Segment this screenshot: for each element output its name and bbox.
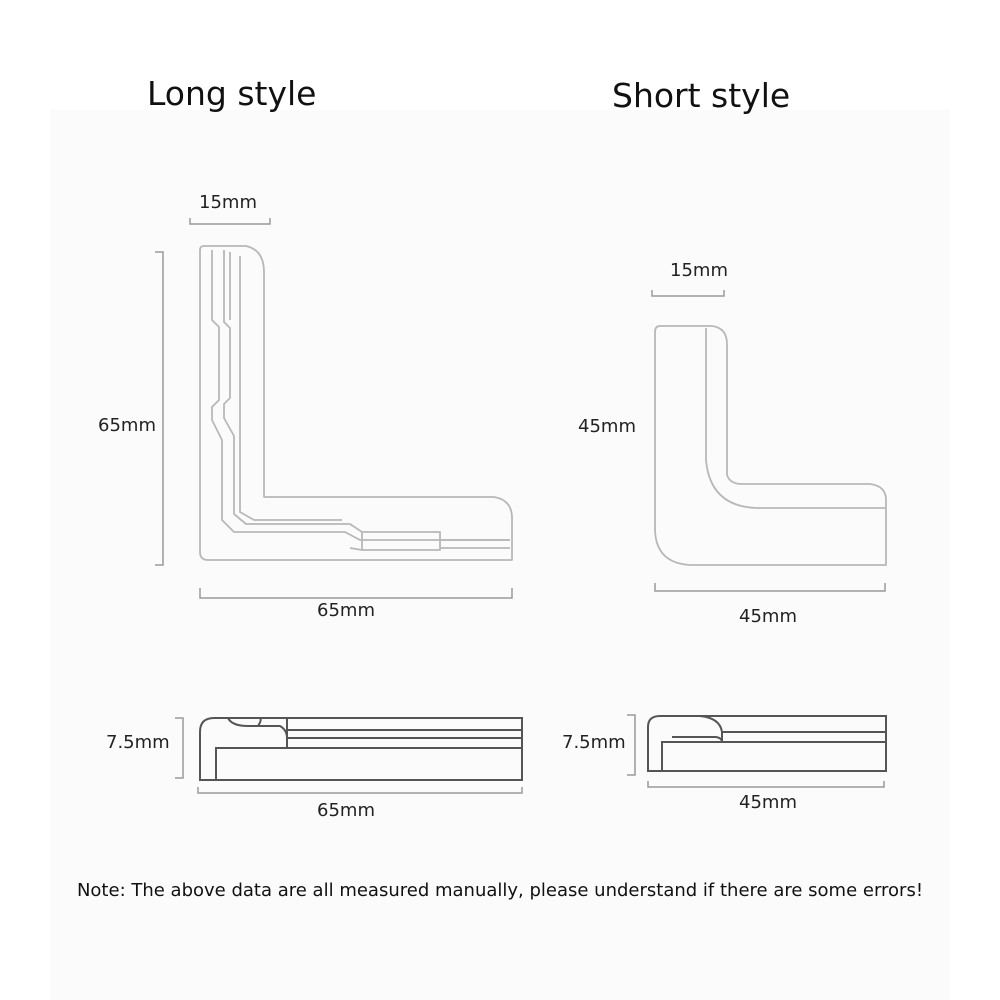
short-thickness-label: 7.5mm	[562, 732, 626, 753]
measurement-note: Note: The above data are all measured ma…	[76, 880, 924, 901]
long-style-dimension-lines	[155, 218, 523, 794]
long-side-length-label: 65mm	[317, 800, 375, 821]
short-width-label: 15mm	[670, 260, 728, 281]
short-style-top-view	[654, 325, 887, 566]
long-height-label: 65mm	[98, 415, 156, 436]
short-style-title: Short style	[612, 76, 791, 115]
short-height-label: 45mm	[578, 416, 636, 437]
short-side-length-label: 45mm	[739, 792, 797, 813]
long-length-label: 65mm	[317, 600, 375, 621]
long-width-label: 15mm	[199, 192, 257, 213]
long-style-side-view	[199, 717, 523, 781]
short-style-dimension-lines	[627, 290, 886, 788]
long-style-top-view	[199, 245, 513, 561]
short-length-label: 45mm	[739, 606, 797, 627]
long-style-title: Long style	[147, 74, 317, 113]
short-style-side-view	[647, 715, 887, 772]
long-thickness-label: 7.5mm	[106, 732, 170, 753]
